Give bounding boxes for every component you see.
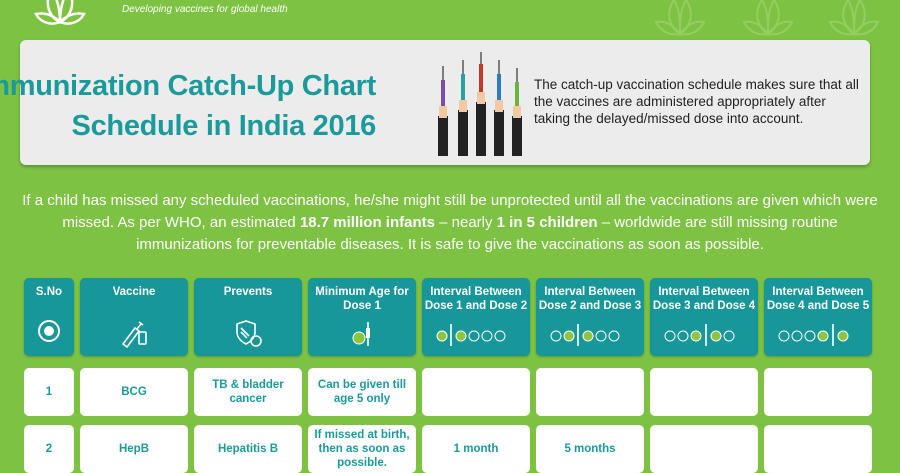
table-cell-min-age: Can be given till age 5 only: [308, 368, 416, 416]
table-cell-interval-3-4: [650, 368, 758, 416]
radio-target-icon: [38, 320, 60, 342]
table-cell-interval-3-4: [650, 425, 758, 473]
dose-babies-icon: [778, 324, 849, 346]
shield-icon: [236, 320, 262, 347]
table-cell-interval-4-5: [764, 425, 872, 473]
table-cell-vaccine: BCG: [80, 368, 188, 416]
header-label: S.No: [35, 286, 63, 298]
header-label: Vaccine: [112, 286, 156, 298]
vaccine-vial-icon: [121, 321, 147, 348]
table-cell-interval-2-3: [536, 368, 644, 416]
page-title-line1: Immunization Catch-Up Chart: [0, 70, 376, 102]
intro-text: – nearly: [434, 214, 497, 231]
table-cell-sno: 2: [24, 425, 74, 473]
top-bar: Developing vaccines for global health: [0, 0, 900, 36]
decorative-flower-icon: [742, 0, 794, 36]
dose-babies-icon: [550, 324, 620, 346]
header-cell-prevents: Prevents: [194, 278, 302, 356]
intro-paragraph: If a child has missed any scheduled vacc…: [22, 190, 878, 256]
intro-text: If a child has missed any scheduled vacc…: [22, 192, 878, 231]
intro-highlight-infants: 18.7 million infants: [299, 214, 435, 231]
table-cell-interval-1-2: [422, 368, 530, 416]
decorative-flower-icon: [654, 0, 706, 36]
baby-syringe-icon: [352, 322, 370, 346]
header-label: Interval Between Dose 3 and Dose 4: [652, 286, 756, 312]
decorative-flower-icon: [828, 0, 880, 36]
header-cell-interval-2-3: Interval Between Dose 2 and Dose 3: [536, 278, 644, 356]
table-cell-prevents: Hepatitis B: [194, 425, 302, 473]
intro-text: – worldwide are still missing routine im…: [136, 214, 838, 253]
intro-highlight-children: 1 in 5 children: [496, 214, 598, 231]
header-cell-vaccine: Vaccine: [80, 278, 188, 356]
header-card: Immunization Catch-Up Chart Schedule in …: [0, 40, 870, 165]
header-label: Interval Between Dose 4 and Dose 5: [766, 286, 870, 312]
table-cell-interval-2-3: 5 months: [536, 425, 644, 473]
table-cell-vaccine: HepB: [80, 425, 188, 473]
header-cell-interval-1-2: Interval Between Dose 1 and Dose 2: [422, 278, 530, 356]
header-label: Minimum Age for Dose 1: [315, 286, 409, 312]
dose-babies-icon: [664, 324, 735, 346]
page-title-line2: Schedule in India 2016: [71, 110, 377, 142]
table-cell-sno: 1: [24, 368, 74, 416]
header-cell-min-age: Minimum Age for Dose 1: [308, 278, 416, 356]
header-cell-interval-3-4: Interval Between Dose 3 and Dose 4: [650, 278, 758, 356]
header-description: The catch-up vaccination schedule makes …: [534, 77, 859, 126]
header-cell-sno: S.No: [24, 278, 74, 356]
header-label: Prevents: [223, 286, 273, 298]
table-cell-prevents: TB & bladder cancer: [194, 368, 302, 416]
brand-tagline: Developing vaccines for global health: [122, 4, 288, 15]
header-cell-interval-4-5: Interval Between Dose 4 and Dose 5: [764, 278, 872, 356]
table-cell-interval-4-5: [764, 368, 872, 416]
header-label: Interval Between Dose 1 and Dose 2: [424, 286, 528, 312]
table-cell-min-age: If missed at birth, then as soon as poss…: [308, 425, 416, 473]
syringes-illustration-icon: [438, 52, 522, 156]
dose-babies-icon: [436, 324, 506, 346]
flower-logo-icon: [34, 0, 86, 25]
table-cell-interval-1-2: 1 month: [422, 425, 530, 473]
header-label: Interval Between Dose 2 and Dose 3: [538, 286, 642, 312]
